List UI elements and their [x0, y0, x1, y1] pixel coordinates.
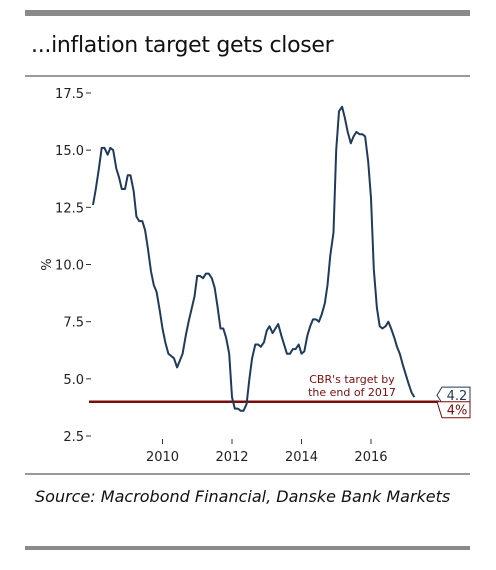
- bottom-rule: [25, 546, 470, 550]
- annotation-line-2: the end of 2017: [308, 386, 396, 399]
- source-divider: [25, 473, 470, 475]
- y-tick-label: 2.5: [63, 430, 84, 445]
- x-tick-label: 2012: [215, 450, 248, 465]
- y-tick-label: 7.5: [63, 316, 84, 331]
- y-tick-label: 5.0: [63, 373, 84, 388]
- title-divider: [25, 75, 470, 77]
- y-tick-label: 17.5: [55, 87, 84, 102]
- x-tick-label: 2010: [146, 450, 179, 465]
- top-rule: [25, 10, 470, 16]
- target-value-label: 4%: [447, 404, 468, 419]
- y-tick-label: 10.0: [55, 259, 84, 274]
- annotation-line-1: CBR's target by: [309, 373, 395, 386]
- y-tick-label: 12.5: [55, 201, 84, 216]
- chart-title: ...inflation target gets closer: [31, 33, 334, 58]
- inflation-line-chart: 2.5 5.0 7.5 10.0 12.5 15.0 17.5% 2010 2012 2014 20…: [37, 87, 471, 465]
- end-value-label: 4.2: [447, 389, 468, 404]
- cpi-series-line: [92, 105, 416, 412]
- target-value-tag: [436, 401, 471, 419]
- x-tick-label: 2016: [354, 450, 387, 465]
- y-tick-label: 15.0: [55, 144, 84, 159]
- y-axis-label: %: [37, 258, 52, 270]
- source-note: Source: Macrobond Financial, Danske Bank…: [35, 487, 451, 506]
- x-tick-label: 2014: [285, 450, 318, 465]
